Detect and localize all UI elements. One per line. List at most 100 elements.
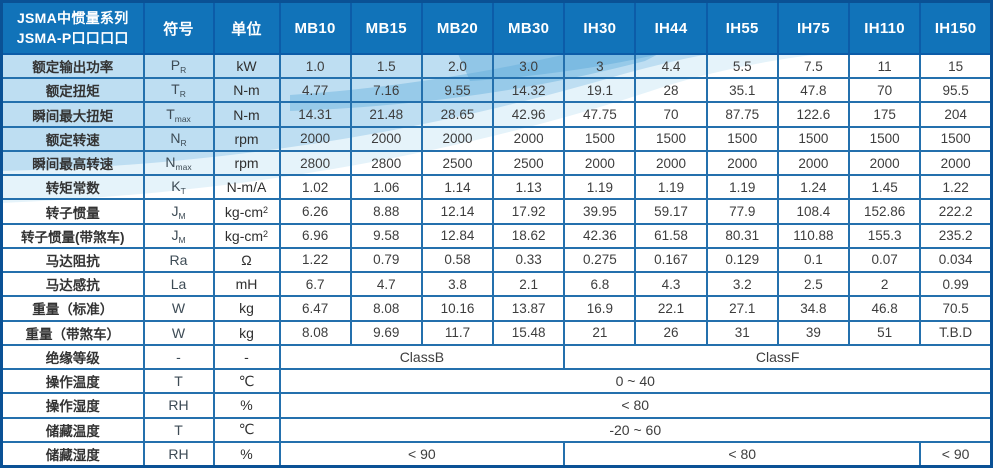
value-cell: 7.5 <box>776 52 851 80</box>
spec-row: 绝缘等级 - - ClassB ClassF <box>0 343 993 371</box>
value-cell: 2000 <box>847 149 922 177</box>
value-cell: 1500 <box>563 125 637 152</box>
value-cell: 1500 <box>847 125 922 152</box>
symbol-main: Ra <box>169 251 188 268</box>
value-cell: 2000 <box>278 125 352 152</box>
model-header-ih55: IH55 <box>705 0 779 55</box>
spec-row: 操作湿度 RH% < 80 <box>0 392 993 419</box>
value-cell: 2000 <box>776 149 851 177</box>
value-cell: 3 <box>563 52 637 80</box>
symbol-main: K <box>171 178 181 195</box>
value-cell: 17.92 <box>492 198 566 225</box>
value-cell: 1.02 <box>278 174 352 201</box>
value-cell: 42.36 <box>563 222 637 249</box>
unit-main: kW <box>236 58 257 75</box>
value-cell: 2500 <box>420 149 495 177</box>
value-cell: 2000 <box>563 149 637 177</box>
symbol-main: T <box>174 373 183 390</box>
model-header-mb15: MB15 <box>349 0 423 55</box>
value-cell: 5.5 <box>705 52 779 80</box>
symbol-main: W <box>171 300 186 317</box>
symbol-subscript: T <box>180 186 186 197</box>
symbol-cell: PR <box>142 52 215 80</box>
merged-value-cell: ClassF <box>563 343 993 371</box>
symbol-cell: W <box>142 319 215 346</box>
merged-value-cell: < 80 <box>278 392 993 419</box>
value-cell: 2000 <box>634 149 708 177</box>
symbol-main: T <box>166 105 175 122</box>
value-cell: 2.1 <box>492 271 566 298</box>
value-cell: 0.99 <box>919 271 993 298</box>
value-cell: 42.96 <box>492 101 566 128</box>
unit-main: % <box>240 445 253 462</box>
symbol-cell: T <box>142 368 215 395</box>
merged-value-cell: < 80 <box>563 440 922 468</box>
symbol-subscript: max <box>174 113 191 124</box>
value-cell: 15.48 <box>492 319 566 346</box>
value-cell: 8.88 <box>349 198 423 225</box>
value-cell: 10.16 <box>420 295 495 322</box>
symbol-subscript: M <box>178 234 186 245</box>
value-cell: 1500 <box>919 125 993 152</box>
spec-row: 马达感抗 La mH 6.7 4.7 3.8 2.1 6.8 4.3 3.2 2.5 2 0.99 <box>0 271 993 298</box>
value-cell: 31 <box>705 319 779 346</box>
value-cell: 21 <box>563 319 637 346</box>
symbol-cell: La <box>142 271 215 298</box>
unit-main: mH <box>235 276 258 293</box>
symbol-subscript: R <box>180 137 187 148</box>
symbol-column-header: 符号 <box>142 0 215 55</box>
spec-row: 马达阻抗 Ra Ω 1.22 0.79 0.58 0.33 0.275 0.167 0.129 0.… <box>0 246 993 274</box>
value-cell: 3.2 <box>705 271 779 298</box>
spec-row: 转子惯量 JM kg-cm2 6.26 8.88 12.14 17.92 39.95 59.17… <box>0 198 993 225</box>
value-cell: 0.034 <box>919 246 993 274</box>
model-header-ih44: IH44 <box>634 0 708 55</box>
value-cell: 70 <box>634 101 708 128</box>
spec-row: 储藏温度 T ℃ -20 ~ 60 <box>0 416 993 443</box>
unit-main: Ω <box>241 251 252 268</box>
value-cell: 1.22 <box>919 174 993 201</box>
merged-value-cell: < 90 <box>278 440 566 468</box>
value-cell: 16.9 <box>563 295 637 322</box>
value-cell: 2800 <box>349 149 423 177</box>
symbol-cell: NR <box>142 125 215 152</box>
value-cell: 4.77 <box>278 77 352 104</box>
unit-cell: % <box>212 440 281 468</box>
unit-cell: - <box>212 343 281 371</box>
value-cell: 2.0 <box>420 52 495 80</box>
symbol-main: - <box>176 348 181 365</box>
unit-cell: rpm <box>212 149 281 177</box>
value-cell: 28.65 <box>420 101 495 128</box>
symbol-main: T <box>174 421 183 438</box>
value-cell: 2.5 <box>776 271 851 298</box>
row-label: 转子惯量 <box>0 198 145 225</box>
row-label: 重量（标准） <box>0 295 145 322</box>
unit-main: N-m <box>233 82 260 99</box>
value-cell: 235.2 <box>919 222 993 249</box>
value-cell: 39 <box>776 319 851 346</box>
unit-cell: ℃ <box>212 416 281 443</box>
value-cell: 95.5 <box>919 77 993 104</box>
value-cell: 6.8 <box>563 271 637 298</box>
value-cell: 1.06 <box>349 174 423 201</box>
unit-cell: N-m/A <box>212 174 281 201</box>
value-cell: 1.24 <box>776 174 851 201</box>
value-cell: 2800 <box>278 149 352 177</box>
unit-main: - <box>244 348 249 365</box>
row-label: 绝缘等级 <box>0 343 145 371</box>
value-cell: 1.0 <box>278 52 352 80</box>
value-cell: 1.19 <box>705 174 779 201</box>
unit-cell: kg <box>212 319 281 346</box>
value-cell: 19.1 <box>563 77 637 104</box>
unit-main: % <box>240 397 253 414</box>
merged-value-cell: < 90 <box>919 440 993 468</box>
value-cell: 2000 <box>492 125 566 152</box>
symbol-main: T <box>171 81 180 98</box>
model-header-mb10: MB10 <box>278 0 352 55</box>
value-cell: 0.129 <box>705 246 779 274</box>
value-cell: 47.8 <box>776 77 851 104</box>
value-cell: 8.08 <box>349 295 423 322</box>
value-cell: 1.14 <box>420 174 495 201</box>
value-cell: 8.08 <box>278 319 352 346</box>
symbol-main: J <box>171 226 179 243</box>
